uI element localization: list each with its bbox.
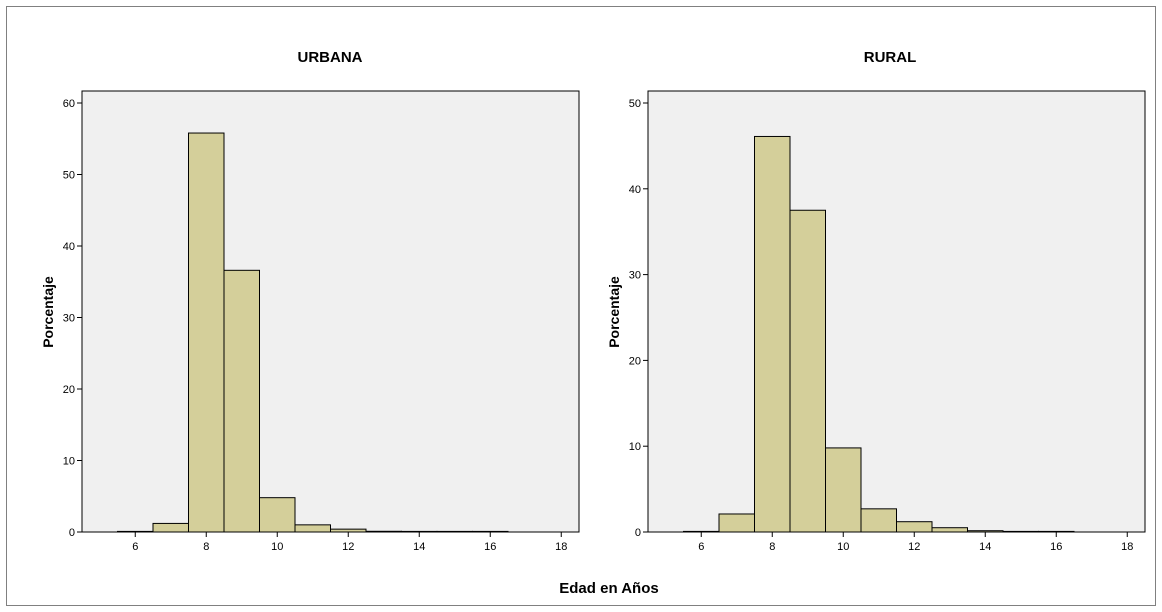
histogram-bar [223,269,260,533]
x-tick-label: 8 [203,541,209,553]
y-tick-label: 30 [63,313,75,325]
histogram-bar [967,530,1004,533]
x-tick-label: 18 [555,541,567,553]
x-tick-label: 10 [837,541,849,553]
x-tick-label: 16 [1050,541,1062,553]
y-tick-label: 10 [629,441,641,453]
histogram-bar [683,530,720,533]
histogram-bar [401,530,438,533]
y-tick-label: 0 [635,527,641,539]
histogram-bar [152,522,189,533]
histogram-bar [259,497,296,533]
x-tick-label: 16 [484,541,496,553]
histogram-bar [330,528,367,533]
y-tick-label: 10 [63,456,75,468]
plot-area [647,90,1146,533]
x-tick-label: 14 [979,541,991,553]
panel-urbana: URBANA Porcentaje 0 10 20 30 40 50 60 6 8 10 12 14 1… [40,49,580,553]
x-tick-label: 12 [908,541,920,553]
histogram-bar [472,530,509,533]
histogram-bar [931,527,968,533]
x-tick-label: 6 [698,541,704,553]
histogram-bar [365,530,402,533]
plot-area [81,90,580,533]
x-tick-label: 8 [769,541,775,553]
chart-title: RURAL [864,49,917,66]
histogram-bar [1038,530,1075,533]
histogram-bar [896,521,933,533]
x-tick-label: 6 [132,541,138,553]
chart-frame: URBANA Porcentaje 0 10 20 30 40 50 60 6 8 10 12 14 1… [6,6,1156,606]
histogram-bar [860,508,897,533]
histogram-bar [294,524,331,533]
histogram-bar [789,209,826,533]
x-axis-label: Edad en Años [559,580,658,597]
panel-rural-marks: 0 10 20 30 40 50 6 8 10 12 14 16 18 [629,98,1134,553]
y-tick-label: 60 [63,98,75,110]
y-tick-label: 40 [629,184,641,196]
histogram-bar [825,447,862,533]
histogram-bar [1002,530,1039,533]
y-axis-label: Porcentaje [40,276,56,348]
y-tick-label: 50 [63,170,75,182]
y-tick-label: 40 [63,241,75,253]
x-tick-label: 12 [342,541,354,553]
histogram-bar [718,513,755,533]
x-tick-label: 14 [413,541,425,553]
panel-urbana-marks: 0 10 20 30 40 50 60 6 8 10 12 14 16 18 [63,98,568,553]
histogram-bar [436,530,473,533]
y-axis-label: Porcentaje [606,276,622,348]
chart-title: URBANA [298,49,363,66]
y-tick-label: 20 [629,355,641,367]
y-tick-label: 30 [629,270,641,282]
x-tick-label: 10 [271,541,283,553]
histogram-bar [188,132,225,533]
histogram-bar [754,135,791,533]
y-tick-label: 20 [63,384,75,396]
histogram-bar [117,530,154,533]
x-tick-label: 18 [1121,541,1133,553]
y-tick-label: 0 [69,527,75,539]
panel-rural: RURAL Porcentaje 0 10 20 30 40 50 6 8 10 12 14 16 18 [606,49,1146,553]
y-tick-label: 50 [629,98,641,110]
